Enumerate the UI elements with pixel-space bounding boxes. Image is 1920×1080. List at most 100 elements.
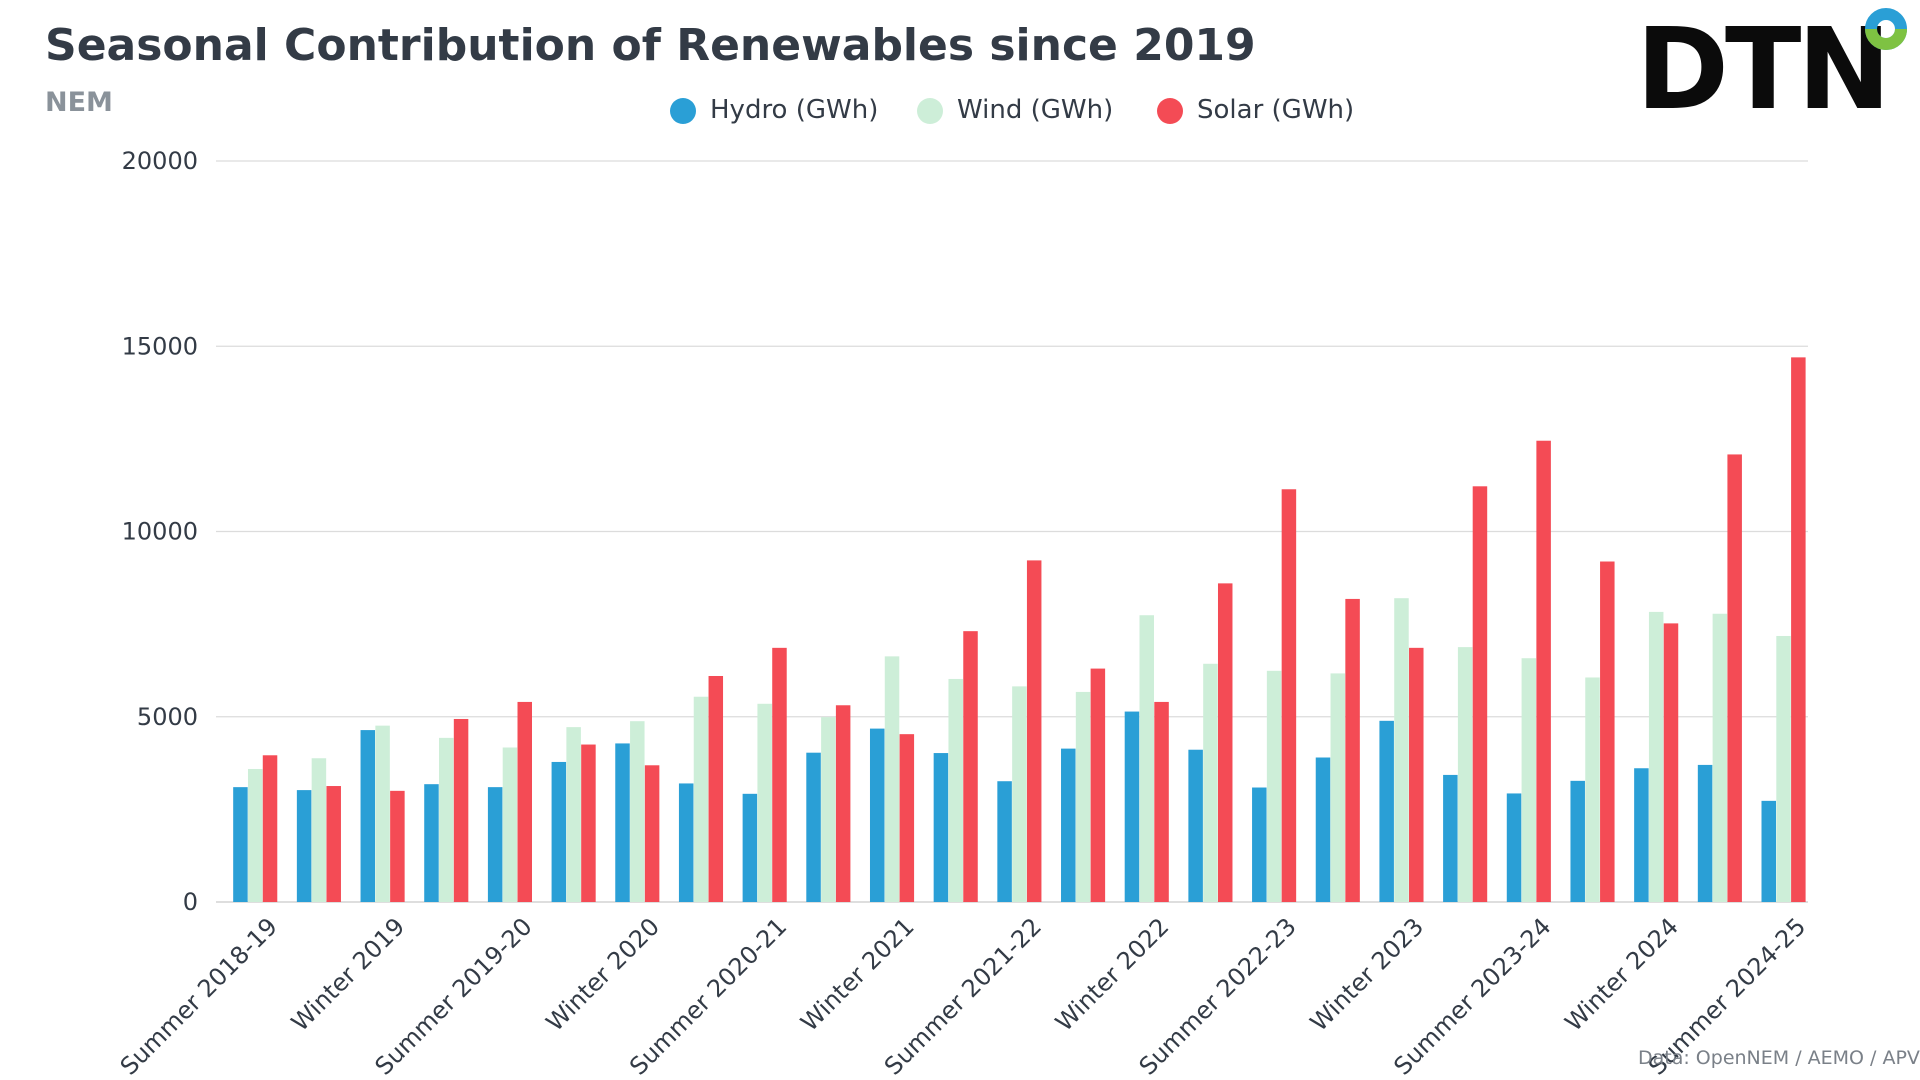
bar-hydro [1634,768,1649,902]
bar-solar [581,744,596,902]
bar-group [551,727,596,902]
y-tick-label: 5000 [137,703,198,731]
bar-hydro [1697,764,1713,902]
bar-group [1315,598,1360,902]
bar-solar [1791,357,1806,902]
bar-solar [708,675,724,902]
bar-wind [1394,598,1409,902]
legend-item-wind: Wind (GWh) [917,95,1113,125]
bar-hydro [615,743,630,902]
x-tick-label: Winter 2022 [1050,912,1174,1036]
logo-ring-icon [1865,8,1907,50]
bar-wind [757,703,772,902]
bar-hydro [487,787,503,902]
dtn-logo: DTN [1636,5,1907,135]
bar-group [233,755,278,902]
bar-hydro [1443,774,1458,902]
bar-solar [1536,440,1551,902]
bar-group [742,647,787,902]
bar-solar [1472,486,1488,902]
y-tick-label: 20000 [122,147,198,175]
legend-label: Solar (GWh) [1197,95,1354,125]
bar-wind [566,727,581,902]
bar-wind [693,696,709,902]
bar-wind [1776,635,1791,902]
bar-solar [1090,668,1106,902]
bar-hydro [296,790,312,902]
bar-solar [1727,454,1742,902]
bar-wind [1712,613,1728,902]
bar-solar [1663,623,1679,902]
bar-hydro [1379,720,1394,902]
bar-group [1634,611,1679,902]
bar-wind [247,768,263,902]
bar-hydro [678,783,694,902]
bar-hydro [233,787,248,902]
bar-solar [1026,560,1042,902]
x-tick-label: Summer 2018-19 [115,912,283,1080]
legend-item-hydro: Hydro (GWh) [670,95,878,125]
bar-hydro [1570,780,1585,902]
legend-swatch [670,98,696,124]
bar-solar [772,647,787,902]
bar-hydro [551,761,567,902]
bar-solar [326,786,341,902]
bar-wind [1330,673,1346,902]
bar-wind [1521,658,1537,902]
bar-hydro [424,784,439,902]
bar-solar [453,718,469,902]
bar-wind [884,656,900,902]
x-tick-label: Winter 2024 [1560,912,1684,1036]
bar-wind [1648,611,1664,902]
bar-wind [821,717,836,902]
bar-hydro [997,781,1012,902]
bar-solar [835,705,851,902]
bar-solar [390,790,405,902]
y-tick-label: 10000 [122,518,198,546]
x-tick-label: Winter 2021 [795,912,919,1036]
bar-group [1061,668,1106,902]
bar-hydro [742,793,758,902]
bar-wind [1266,670,1282,902]
bar-solar [1281,489,1297,902]
bar-wind [1139,615,1154,902]
bar-group [615,721,660,902]
bar-solar [899,734,915,902]
bar-group [1188,583,1233,902]
legend-swatch [1157,98,1183,124]
bar-wind [630,721,645,902]
bar-group [678,675,724,902]
bar-wind [502,747,518,902]
bar-hydro [806,752,821,902]
bar-group [806,705,851,902]
x-tick-label: Winter 2019 [286,912,410,1036]
bar-group [1697,454,1742,902]
bar-wind [439,737,454,902]
bar-solar [644,765,660,902]
legend-swatch [917,98,943,124]
bar-hydro [1761,800,1776,902]
bar-solar [1600,561,1615,902]
bar-solar [1154,701,1169,902]
chart-title: Seasonal Contribution of Renewables sinc… [45,20,1256,71]
bar-solar [262,755,278,902]
chart-subtitle: NEM [45,87,113,118]
bar-hydro [1188,749,1203,902]
bar-group [1379,598,1424,902]
bar-solar [517,701,532,902]
bar-wind [311,758,327,902]
bar-group [997,560,1042,902]
bar-hydro [1315,757,1331,902]
x-tick-label: Winter 2023 [1305,912,1429,1036]
bars [233,357,1806,902]
bar-solar [1217,583,1233,902]
bar-solar [963,631,978,902]
bar-group [1443,486,1488,902]
bar-wind [1457,647,1473,902]
source-note: Data: OpenNEM / AEMO / APVI [1638,1047,1920,1069]
bar-wind [1203,663,1218,902]
bar-hydro [1124,711,1140,902]
bar-wind [1075,691,1091,902]
legend-label: Hydro (GWh) [710,95,878,125]
